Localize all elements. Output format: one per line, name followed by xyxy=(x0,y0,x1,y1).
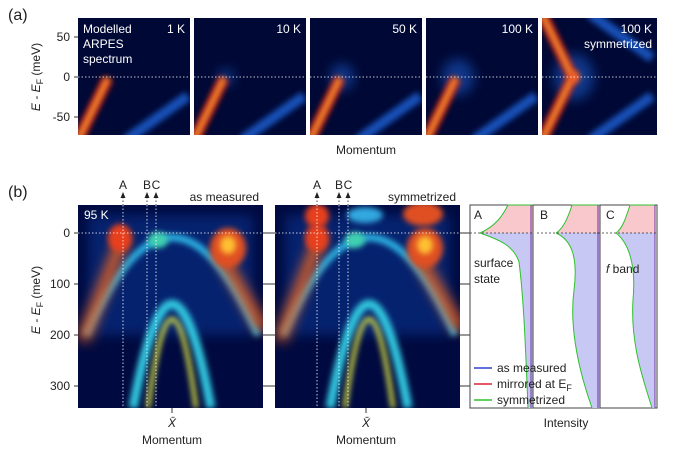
cut-label: C xyxy=(152,178,161,192)
x-tick-label: X̄ xyxy=(167,416,177,430)
y-tick-label: 200 xyxy=(50,328,70,342)
temperature: 50 K xyxy=(392,22,417,36)
legend-text-main: mirrored at E xyxy=(497,377,566,391)
cut-arrow xyxy=(154,192,159,198)
y-label-unit: (meV) xyxy=(29,43,43,79)
panel-label: (a) xyxy=(8,7,28,24)
cut-arrow xyxy=(145,192,150,198)
annotation: state xyxy=(474,272,500,286)
caption: Modelled xyxy=(83,22,132,36)
map-title: as measured xyxy=(190,190,259,204)
cut-arrow xyxy=(337,192,342,198)
y-tick-label: 300 xyxy=(50,379,70,393)
x-axis-label: Intensity xyxy=(544,416,589,430)
hot-spot xyxy=(148,232,168,248)
legend-text: symmetrized xyxy=(497,393,565,407)
annotation: surface xyxy=(474,256,514,270)
hot-spot xyxy=(403,202,443,226)
panel-a-maps xyxy=(74,14,657,140)
cut-arrow xyxy=(315,192,320,198)
hot-spot xyxy=(108,224,132,252)
y-tick-label: 0 xyxy=(63,226,70,240)
hot-core xyxy=(220,236,236,254)
hot-core xyxy=(417,236,433,254)
y-tick-label: 50 xyxy=(57,30,71,44)
cut-label: A xyxy=(313,178,321,192)
legend-text-sub: F xyxy=(566,383,572,393)
cut-arrow xyxy=(346,192,351,198)
cut-arrow xyxy=(121,192,126,198)
temperature: 100 K xyxy=(621,22,652,36)
cut-label: C xyxy=(344,178,353,192)
temperature: 1 K xyxy=(167,22,185,36)
temperature: 100 K xyxy=(502,22,533,36)
y-tick-label: -50 xyxy=(53,110,71,124)
map-title: symmetrized xyxy=(388,190,456,204)
spectrum-map xyxy=(78,205,263,408)
spectrum-map xyxy=(275,202,460,408)
caption: ARPES xyxy=(83,37,124,51)
spectrum-map xyxy=(310,18,422,140)
caption: symmetrized xyxy=(584,37,652,51)
legend-text: as measured xyxy=(497,361,566,375)
column-label: A xyxy=(474,208,482,222)
legend-text-main: symmetrized xyxy=(497,393,565,407)
spectrum-map xyxy=(194,18,306,140)
legend-text: mirrored at EF xyxy=(497,377,572,393)
y-tick-label: 0 xyxy=(63,70,70,84)
x-axis-label: Momentum xyxy=(336,433,396,447)
panel-label: (b) xyxy=(8,184,28,201)
annotation: f band xyxy=(606,262,639,276)
y-tick-label: 100 xyxy=(50,277,70,291)
legend-text-main: as measured xyxy=(497,361,566,375)
x-tick-label: X̄ xyxy=(361,416,371,430)
hot-spot xyxy=(347,207,383,223)
y-label-main: E - E xyxy=(29,83,43,111)
y-axis-label: E - EF (meV) xyxy=(29,43,45,111)
column-label: B xyxy=(540,208,548,222)
x-axis-label: Momentum xyxy=(142,433,202,447)
y-axis-label: E - EF (meV) xyxy=(29,266,45,334)
cut-label: A xyxy=(119,178,127,192)
caption: spectrum xyxy=(83,52,132,66)
cut-label: B xyxy=(335,178,343,192)
spectrum-map xyxy=(426,18,538,140)
cut-label: B xyxy=(143,178,151,192)
figure: (a) E - EF (meV) 50 0 -50 Modelled ARPES… xyxy=(0,0,678,460)
x-axis-label: Momentum xyxy=(336,143,396,157)
column-label: C xyxy=(606,208,615,222)
y-label-main: E - E xyxy=(29,306,43,334)
temperature: 10 K xyxy=(276,22,301,36)
annotation-rest: band xyxy=(609,262,639,276)
y-label-unit: (meV) xyxy=(29,266,43,302)
temperature: 95 K xyxy=(84,208,109,222)
